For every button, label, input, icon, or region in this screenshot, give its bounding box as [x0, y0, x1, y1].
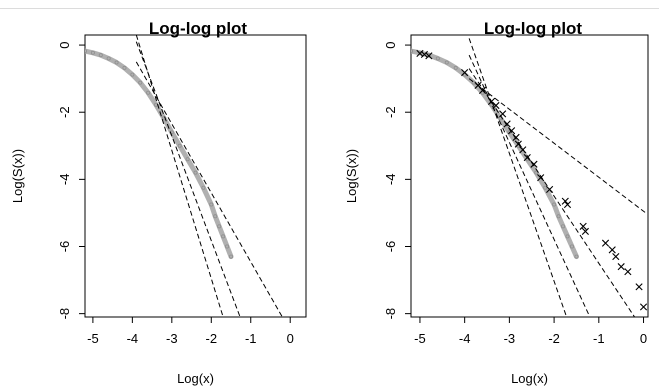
panel-1-gray-point — [98, 53, 103, 58]
panel-2-cross-point — [617, 263, 625, 271]
panel-2-x-tick-label: -5 — [414, 331, 426, 346]
panel-2-cross-point — [579, 222, 587, 230]
panel-2-cross-point — [416, 49, 424, 58]
panel-1-gray-point — [185, 157, 190, 162]
panel-1-x-tick-label: -5 — [87, 331, 99, 346]
panel-1-x-tick-label: -2 — [206, 331, 218, 346]
panel-2-cross-point — [425, 52, 433, 60]
panel-2-x-tick-label: -4 — [459, 331, 471, 346]
panel-2-cross-point — [537, 174, 545, 182]
panel-1-dashed-reference-line — [135, 35, 224, 317]
panel-2-gray-point — [411, 49, 413, 54]
panel-2-y-tick-label: 0 — [383, 41, 398, 48]
panel-1-y-tick-label: -2 — [57, 106, 72, 118]
panel-1-dashed-reference-line — [135, 61, 283, 317]
panel-2-y-tick-label: -4 — [383, 174, 398, 186]
panel-1-gray-point — [85, 49, 87, 54]
top-divider — [0, 8, 659, 9]
panel-2-gray-point — [574, 254, 579, 259]
panel-1-gray-point — [106, 56, 111, 61]
panel-1-gray-point — [229, 254, 234, 259]
panel-1-gray-point — [130, 72, 135, 77]
panel-2-y-tick-label: -6 — [383, 241, 398, 253]
panel-2-gray-point — [417, 50, 422, 55]
panel-2-gray-point — [556, 214, 561, 219]
panel-2-cross-point — [420, 50, 429, 59]
panel-2-dashed-reference-line — [468, 68, 636, 317]
panel-2-gray-point — [444, 60, 449, 65]
panel-2-cross-point — [624, 268, 632, 276]
panel-2-y-axis-label: Log(S(x)) — [344, 149, 359, 203]
panel-1-dashed-reference-line — [135, 41, 241, 317]
panel-1-gray-point — [217, 224, 222, 229]
panel-1-x-axis-label: Log(x) — [177, 371, 214, 386]
panel-2-gray-point — [565, 234, 570, 239]
panel-2-gray-point — [552, 202, 557, 207]
panel-1-gray-point — [138, 80, 143, 85]
panel-1-gray-point — [209, 202, 214, 207]
panel-2-x-axis-label: Log(x) — [511, 371, 548, 386]
panel-2-gray-point — [507, 130, 512, 135]
panel-2-cross-point — [639, 303, 648, 311]
panel-2-cross-point — [608, 246, 616, 254]
panel-1-x-tick-label: -1 — [245, 331, 257, 346]
panel-1-y-tick-label: -8 — [57, 308, 72, 320]
panel-2-x-tick-label: 0 — [640, 331, 647, 346]
panel-2-cross-point — [635, 283, 643, 291]
panel-1-y-tick-label: -6 — [57, 241, 72, 253]
panel-2-gray-series-band — [411, 48, 579, 260]
panel-1-gray-point — [213, 214, 218, 219]
panel-2-dashed-reference-line — [468, 54, 591, 317]
panel-2-x-tick-label: -1 — [593, 331, 605, 346]
panel-1-plot-frame — [84, 34, 307, 318]
panel-2-cross-point — [563, 200, 572, 209]
panel-2-y-tick-label: -2 — [383, 106, 398, 118]
panel-1-y-tick-label: 0 — [57, 41, 72, 48]
panel-2-plot-frame — [410, 34, 649, 318]
panel-2-dashed-reference-line — [468, 78, 647, 214]
panel-1-gray-point — [114, 60, 119, 65]
panel-1-gray-series-band — [85, 48, 234, 260]
panel-1-gray-point — [177, 143, 182, 148]
panel-1-x-tick-label: 0 — [287, 331, 294, 346]
panel-1-gray-point — [146, 90, 151, 95]
panel-2-title: Log-log plot — [484, 19, 583, 38]
panel-2-gray-point — [543, 185, 548, 190]
panel-2-gray-point — [561, 224, 566, 229]
panel-1-gray-point — [122, 65, 127, 70]
panel-1-gray-point — [90, 50, 95, 55]
panel-2-gray-point — [453, 65, 458, 70]
panel-1-gray-point — [201, 185, 206, 190]
panel-2-x-tick-label: -3 — [504, 331, 516, 346]
panel-1-gray-point — [225, 244, 230, 249]
panel-1-y-axis-label: Log(S(x)) — [10, 149, 25, 203]
panel-2-cross-point — [461, 69, 469, 77]
panel-2-gray-point — [435, 56, 440, 61]
panel-2-x-tick-label: -2 — [548, 331, 560, 346]
panel-2-gray-point — [426, 53, 431, 58]
panel-2-gray-point — [534, 170, 539, 175]
panel-2-cross-point — [581, 227, 589, 235]
panel-1-x-tick-label: -4 — [127, 331, 139, 346]
panel-1-gray-point — [221, 234, 226, 239]
panel-2-cross-point — [561, 197, 569, 205]
panel-2-cross-point — [601, 239, 610, 247]
panel-1-gray-point — [193, 170, 198, 175]
panel-2-cross-point — [523, 153, 531, 162]
panel-1-x-tick-label: -3 — [166, 331, 178, 346]
panel-2-cross-point — [612, 252, 620, 261]
panel-2-gray-point — [569, 244, 574, 249]
panel-2-y-tick-label: -8 — [383, 308, 398, 320]
panel-2-cross-point — [514, 140, 522, 148]
panel-2-dashed-reference-line — [468, 38, 568, 317]
panel-1-y-tick-label: -4 — [57, 174, 72, 186]
panel-1-title: Log-log plot — [149, 19, 248, 38]
